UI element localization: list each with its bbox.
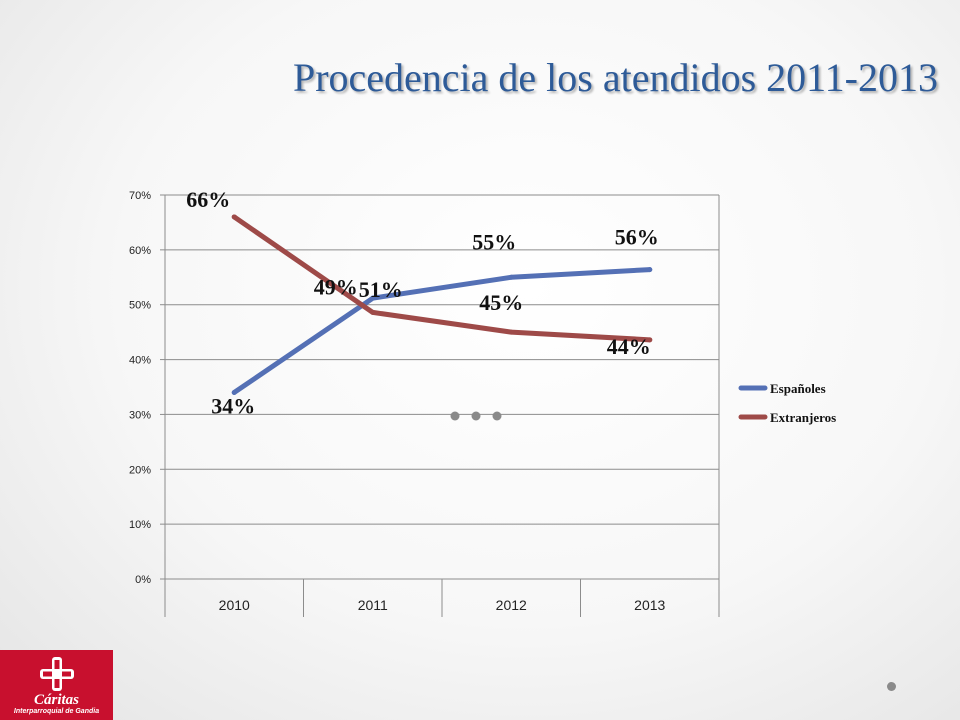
data-label: 44% <box>607 334 651 359</box>
data-point <box>231 389 237 395</box>
annotation-dot <box>471 411 481 421</box>
slide-title: Procedencia de los atendidos 2011-2013 <box>292 55 938 100</box>
annotation-dot <box>492 411 502 421</box>
slide-dot <box>887 682 896 691</box>
x-tick-label: 2011 <box>358 597 388 613</box>
logo-subtitle: Interparroquial de Gandia <box>13 708 100 715</box>
y-tick-label: 60% <box>129 245 151 257</box>
data-labels: 34% 51% 55% 56% 66% 49% 45% 44% <box>186 187 659 419</box>
data-label: 55% <box>472 229 516 254</box>
x-tick-label: 2012 <box>496 597 527 613</box>
legend: Españoles Extranjeros <box>738 381 836 425</box>
data-point <box>231 214 237 220</box>
data-point <box>370 295 376 301</box>
data-label: 45% <box>479 290 523 315</box>
caritas-logo: Cáritas Interparroquial de Gandia <box>0 650 113 720</box>
y-tick-label: 30% <box>129 409 151 421</box>
annotation-dot <box>450 411 460 421</box>
data-point <box>508 329 514 335</box>
legend-label: Extranjeros <box>770 410 836 425</box>
data-point <box>370 309 376 315</box>
data-label: 34% <box>211 393 255 418</box>
data-point <box>508 274 514 280</box>
x-tick-label: 2010 <box>219 597 250 613</box>
series <box>231 214 653 395</box>
series-line-españoles <box>231 267 653 395</box>
legend-label: Españoles <box>770 381 826 396</box>
cross-emblem-icon <box>39 657 74 691</box>
gridlines <box>165 194 719 580</box>
logo-name: Cáritas <box>33 692 79 708</box>
y-tick-label: 70% <box>129 190 151 202</box>
y-tick-label: 40% <box>129 355 151 367</box>
y-tick-label: 20% <box>129 464 151 476</box>
axes: 0% 10% 20% 30% 40% 50% 60% 70% 2010 2011 2012 2013 <box>129 190 720 617</box>
y-tick-label: 0% <box>135 574 151 586</box>
x-tick-label: 2013 <box>634 597 665 613</box>
data-point <box>647 337 653 343</box>
data-label: 56% <box>615 225 659 250</box>
data-label: 66% <box>186 187 230 212</box>
series-line-extranjeros <box>231 214 653 343</box>
data-label: 49% <box>314 274 358 299</box>
y-tick-label: 50% <box>129 300 151 312</box>
data-point <box>647 267 653 273</box>
annotation <box>450 411 502 421</box>
data-label: 51% <box>359 277 403 302</box>
y-tick-label: 10% <box>129 519 151 531</box>
